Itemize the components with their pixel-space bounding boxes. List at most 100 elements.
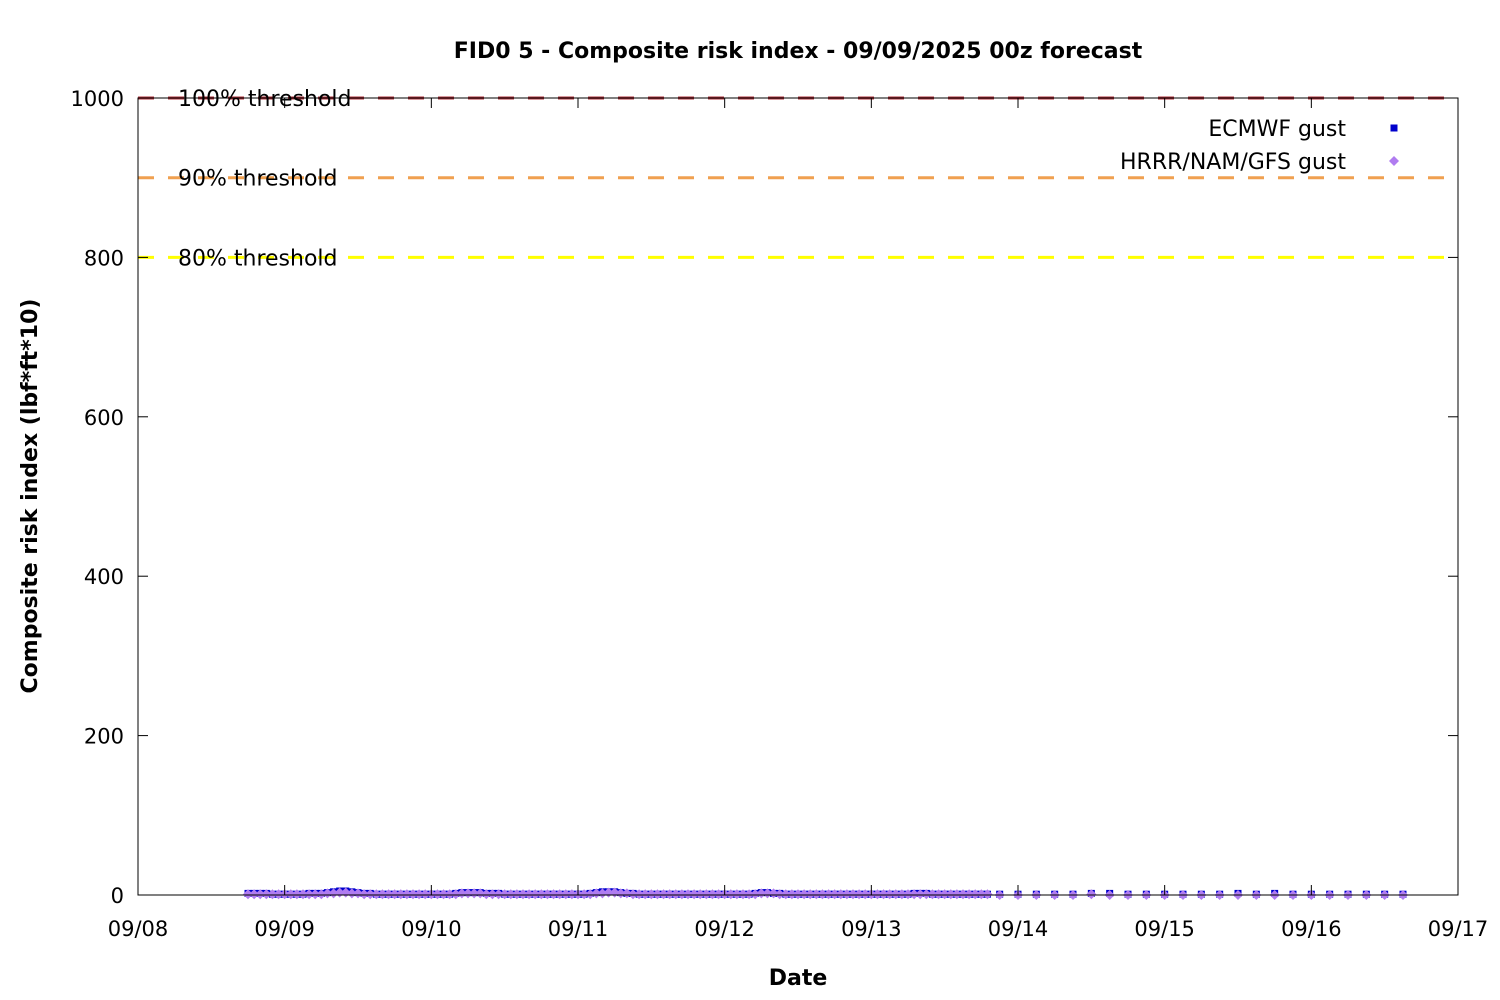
data-point	[676, 889, 687, 900]
x-axis-label: Date	[769, 966, 828, 991]
data-point	[389, 889, 400, 900]
data-point	[670, 889, 681, 900]
data-point	[841, 889, 852, 900]
legend-marker	[1390, 124, 1398, 132]
data-point	[811, 889, 822, 900]
data-point	[951, 889, 962, 900]
data-point	[346, 888, 357, 899]
data-point	[756, 888, 767, 899]
threshold-label: 80% threshold	[178, 246, 338, 271]
x-tick-label: 09/11	[548, 917, 609, 941]
data-point	[878, 889, 889, 900]
data-point	[353, 888, 363, 899]
data-point	[249, 889, 260, 900]
x-tick-label: 09/10	[401, 917, 462, 941]
legend-label: ECMWF gust	[1208, 117, 1346, 142]
data-point	[640, 889, 651, 900]
data-point	[628, 889, 638, 900]
data-point	[414, 889, 425, 900]
data-point	[518, 889, 528, 900]
data-point	[420, 889, 431, 900]
data-point	[780, 889, 791, 900]
y-tick-label: 400	[84, 565, 124, 589]
x-tick-label: 09/13	[841, 917, 902, 941]
data-point	[683, 889, 693, 900]
data-point	[438, 889, 449, 900]
data-point	[316, 889, 327, 900]
data-point	[291, 889, 302, 900]
data-point	[499, 889, 510, 900]
data-point	[255, 889, 266, 900]
data-point	[310, 889, 321, 900]
y-axis-label: Composite risk index (lbf*ft*10)	[18, 299, 43, 694]
axis-ticks: 09/08 09/09 09/10 09/11 09/12 09/13 09/14 09/15…	[71, 87, 1489, 941]
data-point	[243, 889, 253, 900]
data-point	[401, 889, 412, 900]
data-point	[615, 888, 626, 899]
data-point	[762, 888, 773, 899]
data-point	[536, 889, 547, 900]
data-point	[505, 889, 516, 900]
data-point	[267, 889, 278, 900]
data-point	[786, 889, 797, 900]
data-point	[890, 889, 901, 900]
data-point	[958, 889, 968, 900]
data-point	[793, 889, 803, 900]
data-point	[835, 889, 846, 900]
data-point	[456, 888, 467, 899]
data-point	[884, 889, 895, 900]
x-tick-label: 09/09	[254, 917, 315, 941]
data-point	[371, 889, 382, 900]
x-tick-label: 09/16	[1281, 917, 1342, 941]
x-tick-label: 09/14	[988, 917, 1049, 941]
data-point	[915, 889, 926, 900]
legend: ECMWF gust HRRR/NAM/GFS gust	[1120, 117, 1399, 175]
data-point	[634, 889, 645, 900]
legend-marker	[1389, 156, 1399, 166]
data-point	[395, 889, 406, 900]
data-point	[921, 889, 932, 900]
data-point	[328, 888, 339, 899]
data-point	[560, 889, 571, 900]
data-point	[285, 889, 296, 900]
data-point	[597, 888, 608, 899]
data-point	[805, 889, 816, 900]
chart-title: FID0 5 - Composite risk index - 09/09/20…	[454, 39, 1143, 64]
data-point	[701, 889, 712, 900]
data-point	[579, 889, 590, 900]
threshold-label: 100% threshold	[178, 87, 352, 112]
data-point	[860, 889, 871, 900]
threshold-label: 90% threshold	[178, 167, 338, 192]
data-point	[493, 889, 504, 900]
data-point	[408, 889, 418, 900]
plot-area-border	[137, 97, 1459, 896]
data-point	[823, 889, 834, 900]
x-tick-label: 09/15	[1134, 917, 1195, 941]
data-point	[646, 889, 657, 900]
data-point	[383, 889, 394, 900]
data-point	[475, 888, 486, 899]
data-point	[463, 888, 473, 899]
data-point	[768, 888, 779, 899]
data-point	[738, 889, 748, 900]
data-point	[933, 889, 944, 900]
data-point	[322, 888, 333, 899]
data-point	[872, 889, 883, 900]
data-point	[591, 888, 602, 899]
data-point	[744, 889, 755, 900]
data-point	[750, 889, 761, 900]
data-point	[261, 889, 272, 900]
data-point	[542, 889, 553, 900]
legend-label: HRRR/NAM/GFS gust	[1120, 150, 1346, 175]
data-point	[707, 889, 718, 900]
data-point	[731, 889, 742, 900]
data-point	[713, 889, 724, 900]
data-point	[945, 889, 956, 900]
data-point	[450, 889, 461, 900]
data-point	[848, 889, 858, 900]
data-point	[621, 888, 632, 899]
data-point	[689, 889, 700, 900]
x-tick-label: 09/08	[108, 917, 169, 941]
data-point	[487, 889, 498, 900]
data-point	[964, 889, 975, 900]
